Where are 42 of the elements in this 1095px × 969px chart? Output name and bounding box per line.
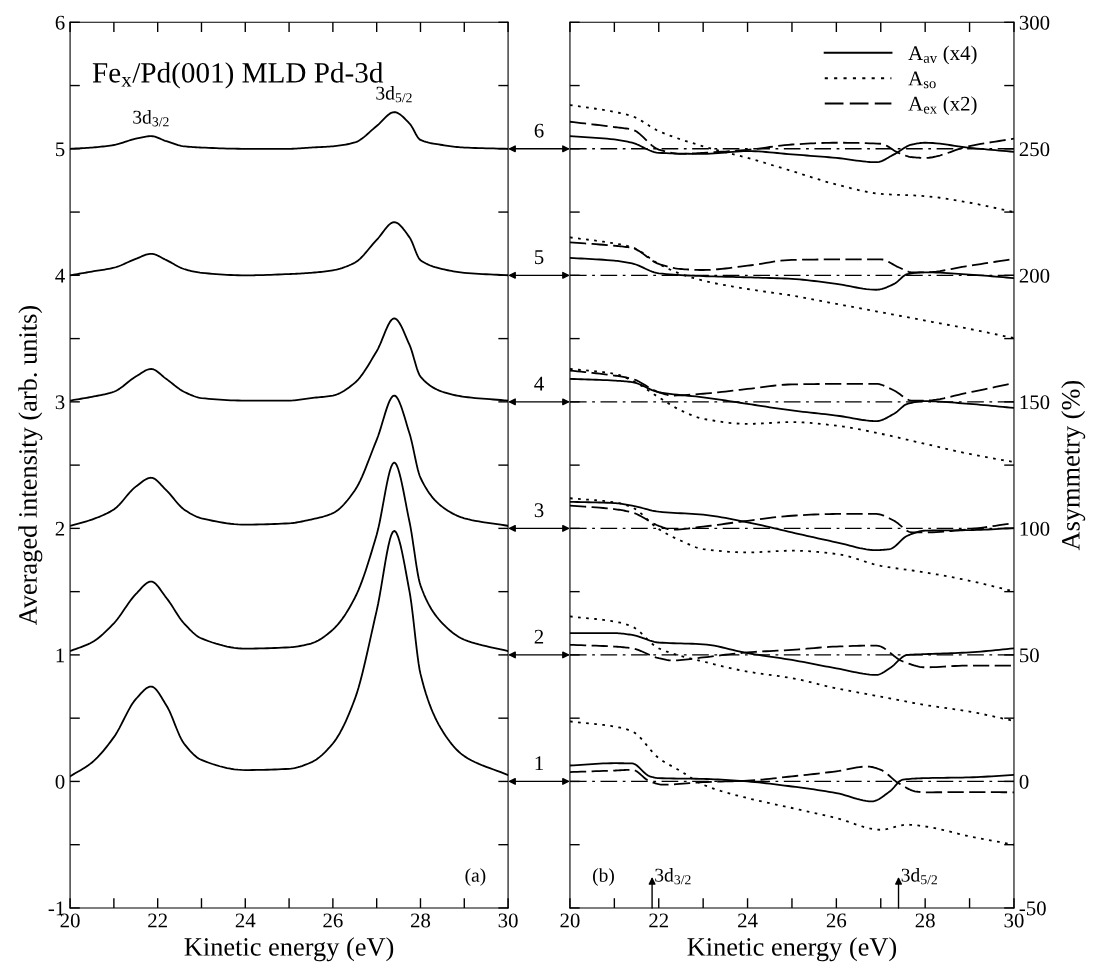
y-tick-label: 3 bbox=[55, 395, 65, 410]
annotation: 3d$_{5/2}$ bbox=[901, 868, 937, 885]
x-tick-label: 20 bbox=[560, 913, 580, 928]
y-axis-title: Averaged intensity (arb. units) bbox=[18, 306, 43, 626]
text: 1 bbox=[535, 756, 543, 771]
x-tick-label: 24 bbox=[235, 913, 256, 928]
legend-label: A$_{ex}$ (x2) bbox=[908, 96, 977, 116]
x-tick-label: 22 bbox=[649, 913, 669, 928]
y-tick-label: 100 bbox=[1020, 521, 1050, 536]
annotation: (b) bbox=[593, 868, 614, 886]
y-tick-label: 2 bbox=[55, 521, 65, 536]
text: 4 bbox=[534, 376, 544, 391]
y-tick-label: 50 bbox=[1020, 648, 1039, 663]
x-tick-label: 26 bbox=[323, 913, 343, 928]
x-tick-label: 22 bbox=[148, 913, 167, 928]
x-tick-label: 26 bbox=[826, 913, 847, 928]
x-tick-label: 30 bbox=[498, 913, 518, 928]
x-tick-label: 28 bbox=[410, 913, 431, 928]
y-tick-label: 150 bbox=[1020, 395, 1050, 410]
text: 3 bbox=[534, 503, 544, 518]
x-tick-label: 28 bbox=[915, 913, 935, 928]
legend-label: A$_{so}$ bbox=[908, 71, 936, 89]
annotation: (a) bbox=[465, 868, 486, 886]
y-tick-label: 0 bbox=[55, 774, 65, 789]
text: 2 bbox=[534, 629, 544, 644]
y-tick-label: 300 bbox=[1019, 15, 1050, 30]
y-tick-label: 4 bbox=[55, 268, 65, 283]
x-axis-title: Kinetic energy (eV) bbox=[687, 937, 897, 962]
y-tick-label: 1 bbox=[56, 648, 64, 663]
annotation: 3d$_{3/2}$ bbox=[655, 868, 691, 885]
x-axis-title: Kinetic energy (eV) bbox=[184, 937, 394, 962]
y-tick-label: 5 bbox=[56, 142, 65, 157]
y-tick-label: 250 bbox=[1019, 142, 1050, 157]
text: 5 bbox=[535, 250, 544, 265]
y-axis-title: Asymmetry (%) bbox=[1061, 380, 1086, 551]
y-tick-label: 0 bbox=[1019, 774, 1029, 789]
y-tick-label: 200 bbox=[1019, 268, 1050, 283]
legend-label: A$_{av}$ (x4) bbox=[908, 45, 977, 65]
y-tick-label: 6 bbox=[55, 15, 65, 30]
x-tick-label: 24 bbox=[738, 913, 758, 928]
text: 6 bbox=[534, 123, 544, 138]
annotation: 3d$_{3/2}$ bbox=[133, 110, 169, 127]
